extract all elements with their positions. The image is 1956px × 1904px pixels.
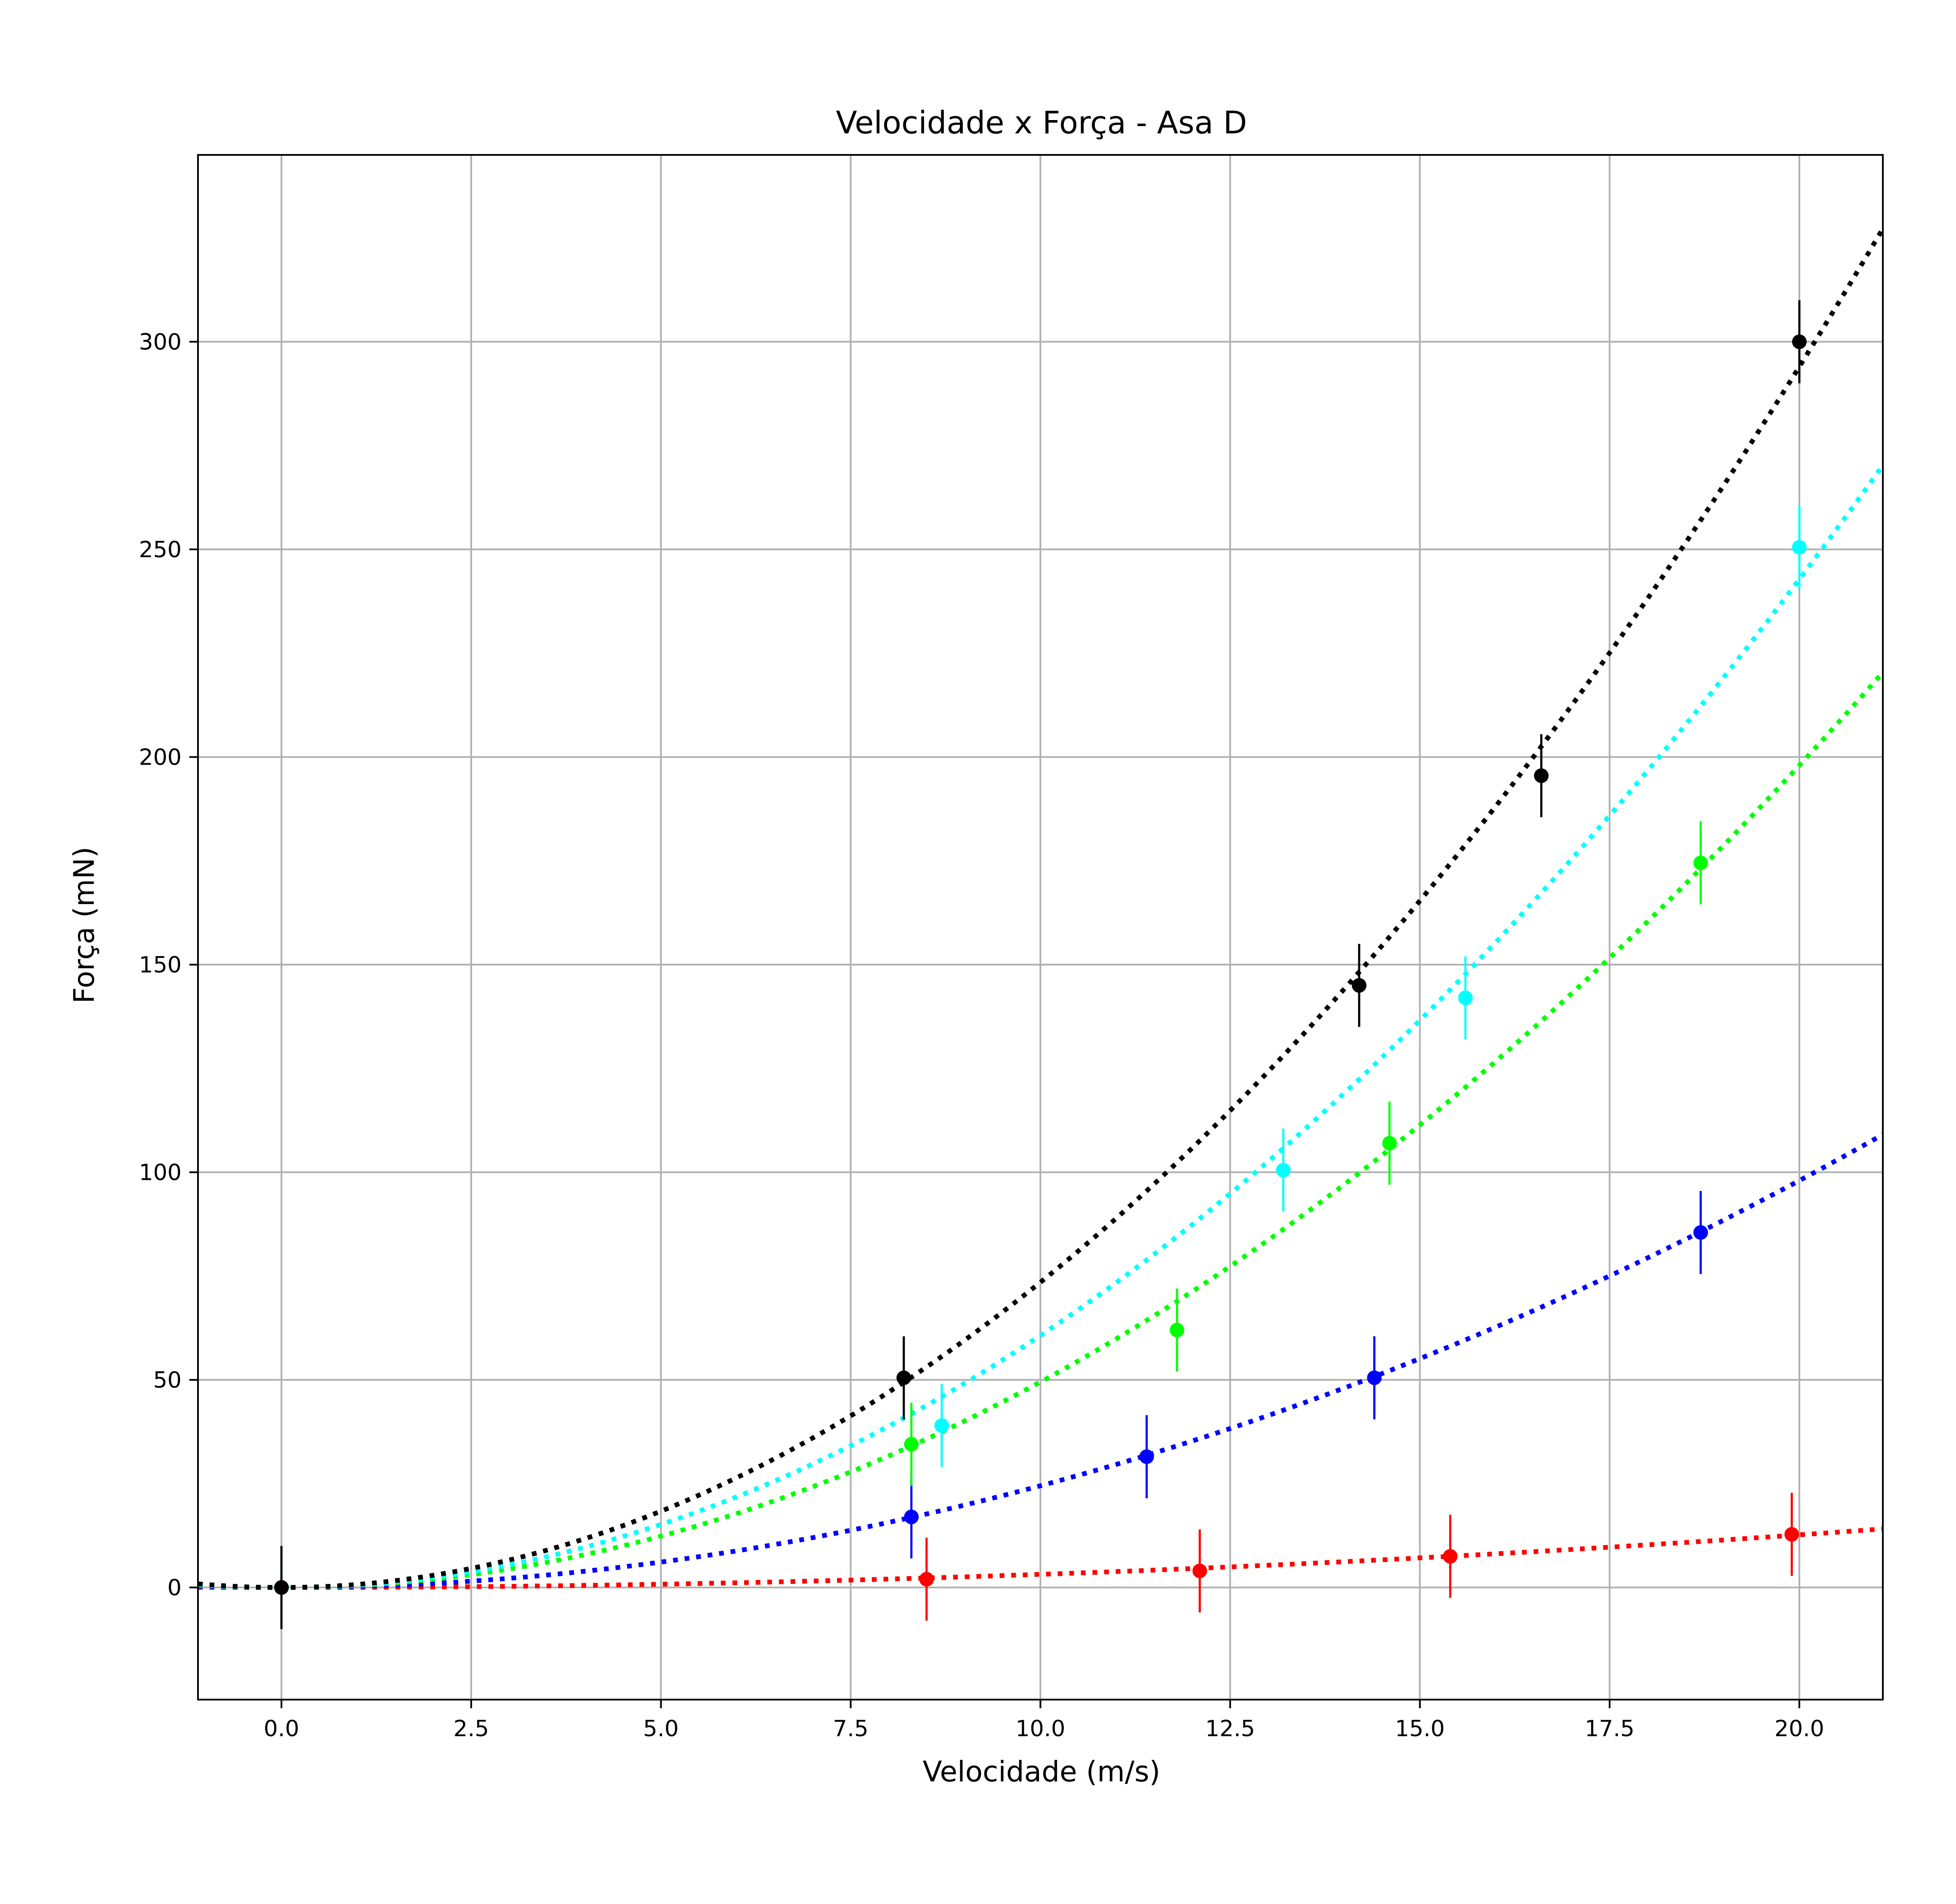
data-point — [1352, 978, 1367, 993]
data-point — [919, 1572, 934, 1587]
x-tick-label: 12.5 — [1205, 1716, 1255, 1742]
x-axis-label: Velocidade (m/s) — [923, 1755, 1160, 1788]
data-point — [904, 1509, 919, 1524]
x-tick-label: 17.5 — [1585, 1716, 1635, 1742]
data-point — [1458, 991, 1473, 1006]
fit-curve — [198, 1133, 1883, 1590]
x-tick-label: 5.0 — [643, 1716, 679, 1742]
data-point — [1139, 1449, 1154, 1464]
data-point — [1792, 334, 1807, 349]
y-tick-label: 250 — [139, 537, 182, 563]
data-point — [904, 1437, 919, 1452]
x-tick-label: 7.5 — [833, 1716, 868, 1742]
fit-curve — [198, 671, 1883, 1590]
data-point — [934, 1418, 949, 1433]
data-point — [1382, 1136, 1397, 1151]
y-tick-label: 300 — [139, 329, 182, 355]
y-tick-label: 150 — [139, 952, 182, 978]
grid — [198, 155, 1883, 1700]
y-tick-label: 100 — [139, 1160, 182, 1185]
data-point — [1443, 1549, 1458, 1564]
data-point — [1792, 540, 1807, 555]
data-point — [1169, 1323, 1184, 1338]
x-tick-label: 0.0 — [264, 1716, 300, 1742]
data-point — [1192, 1563, 1207, 1578]
x-tick-label: 2.5 — [454, 1716, 489, 1742]
data-point — [1693, 855, 1708, 870]
x-axis-ticks: 0.0 2.5 5.0 7.5 10.0 12.5 15.0 17.5 20.0 — [264, 1700, 1824, 1742]
y-tick-label: 200 — [139, 744, 182, 770]
x-tick-label: 20.0 — [1774, 1716, 1824, 1742]
y-tick-label: 0 — [167, 1575, 182, 1601]
y-axis-ticks: 0 50 100 150 200 250 300 — [139, 329, 198, 1601]
x-tick-label: 10.0 — [1016, 1716, 1066, 1742]
data-point — [1367, 1370, 1382, 1386]
data-point — [1784, 1527, 1799, 1542]
x-tick-label: 15.0 — [1395, 1716, 1445, 1742]
data-point — [1276, 1163, 1291, 1178]
fit-curve — [198, 464, 1883, 1590]
data-point — [896, 1370, 912, 1386]
data-point — [274, 1580, 289, 1595]
fit-curve — [198, 227, 1883, 1590]
y-axis-label: Força (mN) — [68, 847, 101, 1004]
data-point — [1693, 1225, 1708, 1240]
fit-curves — [198, 227, 1883, 1590]
fit-curve — [198, 1526, 1883, 1590]
data-markers — [274, 300, 1807, 1629]
data-point — [1534, 768, 1549, 783]
y-tick-label: 50 — [153, 1367, 182, 1393]
chart-title: Velocidade x Força - Asa D — [836, 105, 1247, 141]
